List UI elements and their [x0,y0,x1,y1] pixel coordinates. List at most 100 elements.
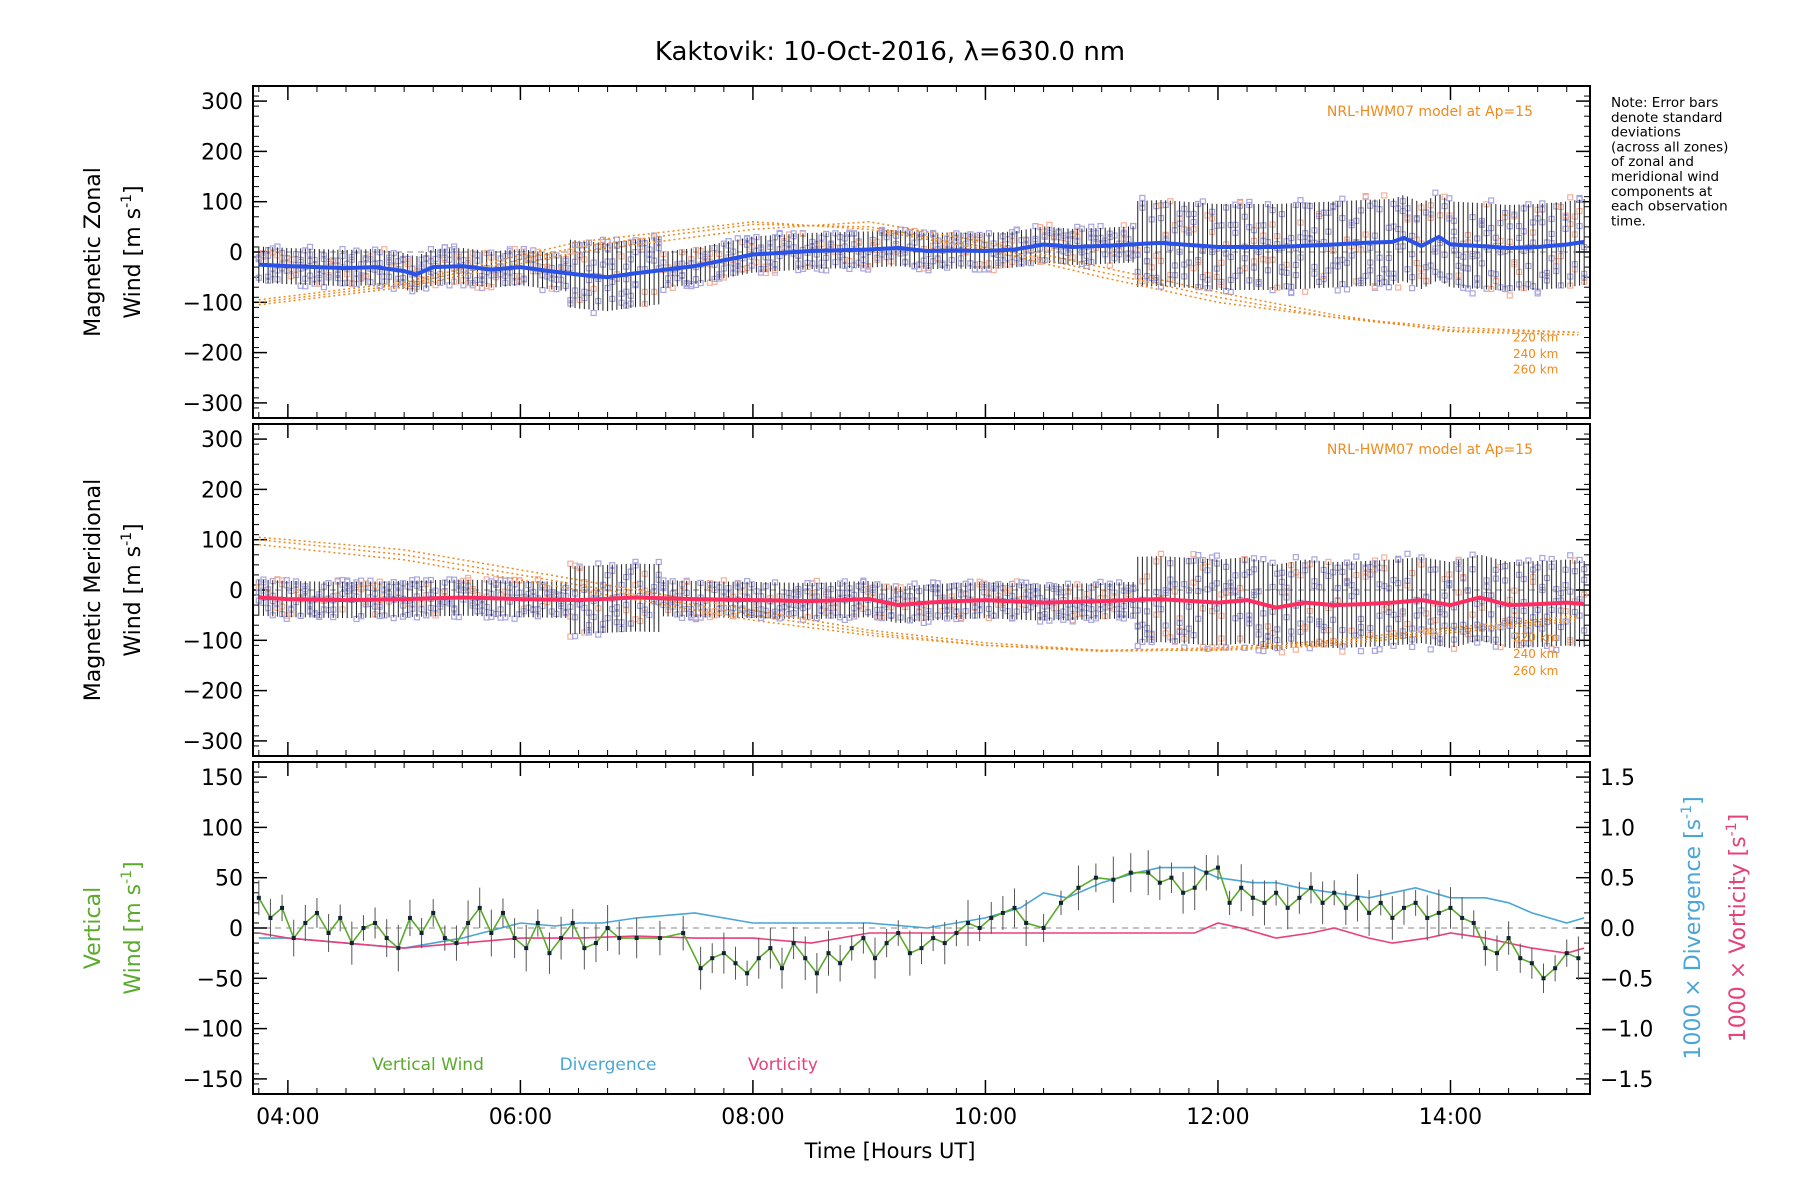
y-tick-label: −50 [197,967,243,992]
vertical-wind-point [1529,961,1534,966]
vertical-wind-point [338,915,343,920]
zone-point [1339,648,1346,655]
vertical-wind-point [1169,875,1174,880]
vertical-wind-point [1076,885,1081,890]
zone-point [1297,197,1304,204]
vertical-wind-point [256,895,261,900]
note-line: time. [1611,213,1646,229]
vertical-wind-point [466,920,471,925]
vertical-wind-point [1012,905,1017,910]
vertical-wind-point [1239,885,1244,890]
vertical-wind-point [291,936,296,941]
vertical-wind-point [849,946,854,951]
vertical-wind-point [524,946,529,951]
zone-point [1381,554,1388,561]
model-altitude-label: 220 km [1513,631,1558,645]
vertical-wind-line [258,866,1579,980]
vertical-wind-point [1378,900,1383,905]
zone-point [1157,550,1165,557]
vertical-wind-point [373,920,378,925]
vertical-wind-point [1483,946,1488,951]
x-axis-label: Time [Hours UT] [804,1139,976,1163]
zone-point [655,558,662,566]
note-line: meridional wind [1611,169,1719,185]
vertical-wind-point [1401,905,1406,910]
y-tick-label: −300 [183,730,243,755]
zone-point [1292,646,1299,653]
zone-point [1539,554,1546,562]
meridional-mean-line [258,595,1585,610]
y-tick-label: −100 [183,1018,243,1043]
y-tick-label: 0 [229,241,243,266]
vertical-wind-point [280,905,285,910]
vertical-wind-point [361,926,366,930]
vertical-wind-point [1343,905,1348,910]
vertical-wind-point [1460,915,1465,920]
model-curve-220km [258,221,1579,334]
vertical-wind-point [477,905,482,910]
zone-point [1278,649,1286,656]
zone-point [1343,286,1351,293]
note-line: of zonal and [1611,154,1694,170]
y2-tick-label: −0.5 [1600,967,1653,992]
vertical-wind-point [896,931,901,936]
vertical-wind-point [634,936,639,941]
vertical-wind-point [419,931,424,936]
vertical-wind-point [1506,936,1511,941]
y-tick-label: −100 [183,629,243,654]
vertical-wind-point [768,946,773,951]
vertical-wind-point [593,941,598,946]
model-altitude-label: 240 km [1513,347,1558,361]
vertical-wind-point [268,915,273,920]
vertical-wind-point [756,956,761,961]
vertical-wind-point [745,971,750,976]
vertical-wind-point [1425,915,1430,920]
vertical-wind-point [1250,895,1255,900]
zone-point [1432,189,1439,196]
vertical-wind-point [1041,926,1046,930]
model-curve-260km [258,221,1579,336]
zone-point [1213,552,1220,559]
vertical-wind-point [1157,880,1162,885]
vertical-wind-point [1390,915,1395,920]
vertical-wind-point [1146,870,1151,875]
y-tick-label: −100 [183,291,243,316]
vertical-wind-point [1518,956,1523,961]
zone-point [1567,194,1574,201]
vertical-wind-point [681,931,686,936]
vertical-wind-point [1059,900,1064,905]
vertical-wind-point [326,931,331,936]
zone-point [1353,553,1360,560]
zone-point [1292,554,1299,561]
model-curve-220km [258,543,1579,652]
vertical-wind-point [721,951,726,956]
zone-point [1302,288,1309,295]
y-tick-label: 300 [201,90,243,115]
vertical-axis-label-line2: Wind [m s-1] [119,861,146,994]
vertical-wind-point [1332,890,1337,895]
vertical-wind-point [1262,900,1267,905]
figure-title: Kaktovik: 10-Oct-2016, λ=630.0 nm [655,37,1125,67]
vertical-wind-point [954,931,959,936]
y-tick-label: 100 [201,816,243,841]
model-curve-240km [258,538,1579,653]
divergence-axis-label: 1000 × Divergence [s-1] [1679,796,1706,1059]
panel-zonal: −300 −200 −100 0 100 200 300 Magnetic Zonal Wind… [81,85,1591,419]
y-axis-label-line1: Magnetic Zonal [81,167,106,337]
x-tick-label: 06:00 [489,1105,552,1130]
vertical-axis-label-line1: Vertical [81,887,106,969]
vertical-wind-point [1448,905,1453,910]
zone-point [1195,552,1202,559]
zone-point [1469,290,1476,297]
vertical-wind-point [931,936,936,941]
zone-point [1567,552,1574,559]
x-tick-label: 14:00 [1419,1105,1482,1130]
vertical-wind-point [1553,966,1558,971]
vertical-wind-point [1227,900,1232,905]
vertical-wind-point [977,926,982,930]
zone-point [1381,192,1388,199]
vertical-wind-point [1471,920,1476,925]
y2-tick-label: 0.0 [1600,917,1635,942]
zone-point [1139,194,1146,202]
vertical-wind-point [454,941,459,946]
